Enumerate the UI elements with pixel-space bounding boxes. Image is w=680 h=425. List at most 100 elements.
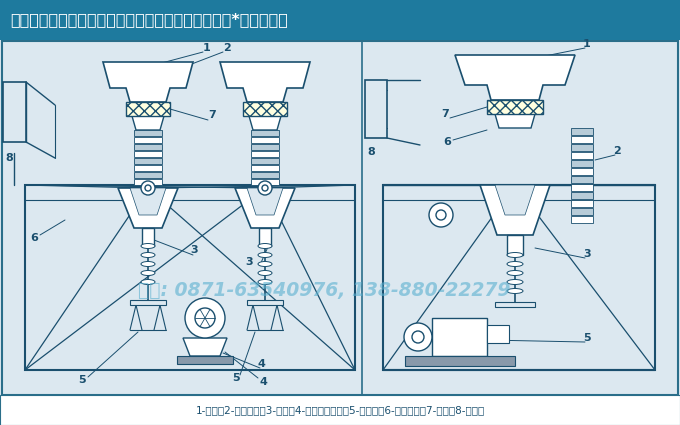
Bar [432,318,487,356]
Text: 云南昆明矿机厂系列锯齿波跳汰机内部结构示意图（*仅供参考）: 云南昆明矿机厂系列锯齿波跳汰机内部结构示意图（*仅供参考） [10,12,288,28]
Bar [571,200,593,207]
Bar [571,144,593,151]
Bar [134,165,162,171]
Bar [251,158,279,164]
Polygon shape [480,185,550,235]
Text: 7: 7 [208,110,216,120]
Text: 4: 4 [257,359,265,369]
Bar [251,172,279,178]
Bar [130,300,166,305]
Bar [507,235,523,255]
Text: 3: 3 [245,257,253,267]
Ellipse shape [507,270,523,275]
Bar [134,172,162,178]
Text: 详询: 0871-63540976, 138-880-22279: 详询: 0871-63540976, 138-880-22279 [138,280,511,300]
Bar [365,80,387,138]
Ellipse shape [507,261,523,266]
Bar [487,100,543,114]
Ellipse shape [507,280,523,284]
Bar [134,158,162,164]
Bar [0,0,680,40]
Bar [251,137,279,143]
Ellipse shape [258,261,272,266]
Circle shape [141,181,155,195]
Ellipse shape [258,252,272,258]
Bar [571,216,593,223]
Bar [134,144,162,150]
Text: 3: 3 [190,245,198,255]
Polygon shape [249,116,281,130]
Bar [251,151,279,157]
Polygon shape [247,188,283,215]
Circle shape [258,181,272,195]
Bar [3,82,26,142]
Ellipse shape [141,261,155,266]
Circle shape [404,323,432,351]
Bar [0,395,680,425]
Bar [571,176,593,183]
Bar [405,356,515,366]
Bar [251,144,279,150]
Text: 1: 1 [203,43,211,53]
Bar [177,356,233,364]
Bar [571,168,593,175]
Bar [571,160,593,167]
Polygon shape [118,188,178,228]
Bar [25,185,355,370]
Bar [247,300,283,305]
Bar [243,102,287,116]
Text: 6: 6 [443,137,451,147]
Bar [487,325,509,343]
Polygon shape [495,185,535,215]
Polygon shape [130,188,166,215]
Bar [251,179,279,185]
Bar [142,228,154,246]
Polygon shape [103,62,193,102]
Text: 7: 7 [441,109,449,119]
Polygon shape [235,188,295,228]
Bar [259,228,271,246]
Text: 3: 3 [583,249,591,259]
Text: 5: 5 [232,373,239,383]
Circle shape [185,298,225,338]
Ellipse shape [141,244,155,249]
Bar [383,185,655,370]
Bar [134,151,162,157]
Ellipse shape [141,270,155,275]
Bar [571,152,593,159]
Bar [571,128,593,135]
Polygon shape [455,55,575,100]
Ellipse shape [258,270,272,275]
Ellipse shape [258,280,272,284]
Text: 4: 4 [260,377,268,387]
Bar [134,137,162,143]
Bar [571,208,593,215]
Bar [571,192,593,199]
Text: 8: 8 [367,147,375,157]
Bar [2,41,678,395]
Polygon shape [132,116,164,130]
Bar [495,302,535,307]
Ellipse shape [507,289,523,294]
Ellipse shape [258,244,272,249]
Bar [571,184,593,191]
Text: 2: 2 [223,43,231,53]
Bar [251,165,279,171]
Bar [126,102,170,116]
Text: 1-槽体；2-橡胶隔膜；3-锥斗；4-电磁调速电机；5-凸轮箱；6-补给水管；7-筛网；8-给矿槽: 1-槽体；2-橡胶隔膜；3-锥斗；4-电磁调速电机；5-凸轮箱；6-补给水管；7… [195,405,485,415]
Text: 5: 5 [583,333,591,343]
Text: 8: 8 [5,153,13,163]
Text: 6: 6 [30,233,38,243]
Circle shape [429,203,453,227]
Ellipse shape [141,280,155,284]
Polygon shape [495,114,535,128]
Bar [134,130,162,136]
Bar [251,130,279,136]
Ellipse shape [141,252,155,258]
Text: 1: 1 [583,39,591,49]
Text: 2: 2 [613,146,621,156]
Ellipse shape [507,252,523,258]
Polygon shape [220,62,310,102]
Bar [571,136,593,143]
Bar [134,179,162,185]
